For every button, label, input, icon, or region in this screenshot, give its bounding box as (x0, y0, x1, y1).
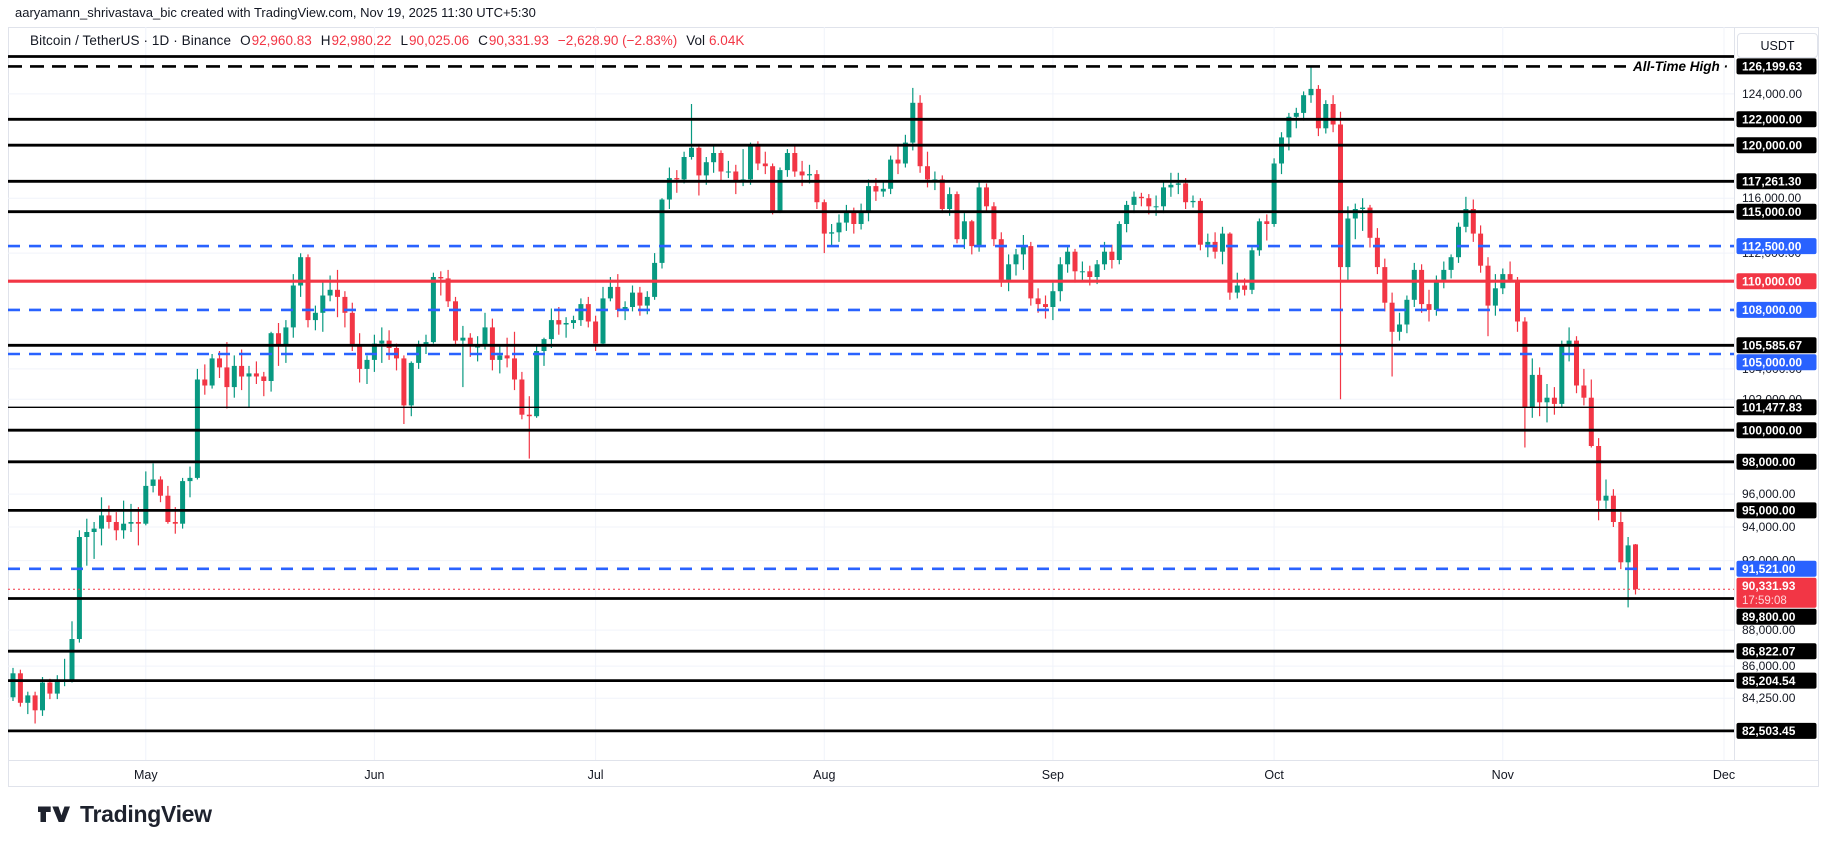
grid (8, 27, 1734, 760)
svg-text:85,204.54: 85,204.54 (1742, 674, 1796, 688)
attribution-text: aaryamann_shrivastava_bic created with T… (15, 5, 536, 20)
all-time-high-label: All-Time High · (1632, 59, 1728, 74)
time-axis-label: Dec (1713, 768, 1735, 782)
svg-text:105,585.67: 105,585.67 (1742, 339, 1802, 353)
svg-text:88,000.00: 88,000.00 (1742, 623, 1796, 637)
svg-text:89,800.00: 89,800.00 (1742, 610, 1796, 624)
candlesticks (10, 66, 1638, 724)
symbol-title[interactable]: Bitcoin / TetherUS · 1D · Binance (30, 33, 232, 48)
time-axis-label: Aug (813, 768, 835, 782)
svg-text:117,261.30: 117,261.30 (1742, 175, 1802, 189)
close-value: C 90,331.93 (478, 33, 549, 48)
tradingview-logo-text: TradingView (80, 801, 212, 827)
high-value: H 92,980.22 (320, 33, 392, 48)
tradingview-logo[interactable]: TradingView (38, 800, 212, 829)
time-axis-label: May (134, 768, 158, 782)
svg-text:126,199.63: 126,199.63 (1742, 60, 1802, 74)
volume-value: Vol 6.04K (686, 33, 745, 48)
open-value: O 92,960.83 (240, 33, 312, 48)
time-axis-label: Oct (1264, 768, 1284, 782)
time-axis-label: Jul (588, 768, 604, 782)
svg-text:90,331.93: 90,331.93 (1742, 579, 1796, 593)
change-value: −2,628.90 (−2.83%) (557, 33, 678, 48)
svg-text:122,000.00: 122,000.00 (1742, 113, 1802, 127)
svg-text:101,477.83: 101,477.83 (1742, 401, 1802, 415)
svg-text:94,000.00: 94,000.00 (1742, 520, 1796, 534)
svg-text:115,000.00: 115,000.00 (1742, 205, 1802, 219)
low-value: L 90,025.06 (400, 33, 470, 48)
svg-text:112,500.00: 112,500.00 (1742, 239, 1802, 253)
chart-header: Bitcoin / TetherUS · 1D · Binance O 92,96… (30, 33, 744, 48)
price-axis-label-boxes: 126,199.63 122,000.00 120,000.00 117,261.30… (1736, 58, 1817, 739)
level-lines: All-Time High · (8, 55, 1734, 733)
svg-text:86,822.07: 86,822.07 (1742, 644, 1796, 658)
svg-text:124,000.00: 124,000.00 (1742, 87, 1802, 101)
time-axis-label: Jun (364, 768, 384, 782)
time-scale[interactable] (8, 760, 1819, 787)
svg-text:95,000.00: 95,000.00 (1742, 504, 1796, 518)
svg-text:96,000.00: 96,000.00 (1742, 487, 1796, 501)
svg-text:86,000.00: 86,000.00 (1742, 659, 1796, 673)
svg-text:17:59:08: 17:59:08 (1742, 595, 1787, 607)
svg-text:84,250.00: 84,250.00 (1742, 691, 1796, 705)
svg-text:110,000.00: 110,000.00 (1742, 274, 1802, 288)
price-scale[interactable] (1734, 27, 1819, 760)
time-axis-label: Sep (1042, 768, 1064, 782)
price-scale-currency-button[interactable]: USDT (1737, 33, 1818, 58)
svg-text:108,000.00: 108,000.00 (1742, 303, 1802, 317)
svg-text:105,000.00: 105,000.00 (1742, 356, 1802, 370)
svg-text:100,000.00: 100,000.00 (1742, 423, 1802, 437)
svg-text:116,000.00: 116,000.00 (1742, 191, 1801, 205)
time-axis-label: Nov (1492, 768, 1515, 782)
time-axis-labels: May Jun Jul Aug Sep Oct Nov Dec (134, 768, 1735, 782)
svg-text:91,521.00: 91,521.00 (1742, 562, 1796, 576)
svg-text:120,000.00: 120,000.00 (1742, 138, 1802, 152)
svg-text:98,000.00: 98,000.00 (1742, 455, 1796, 469)
svg-text:82,503.45: 82,503.45 (1742, 724, 1796, 738)
tradingview-logo-icon (38, 806, 70, 822)
